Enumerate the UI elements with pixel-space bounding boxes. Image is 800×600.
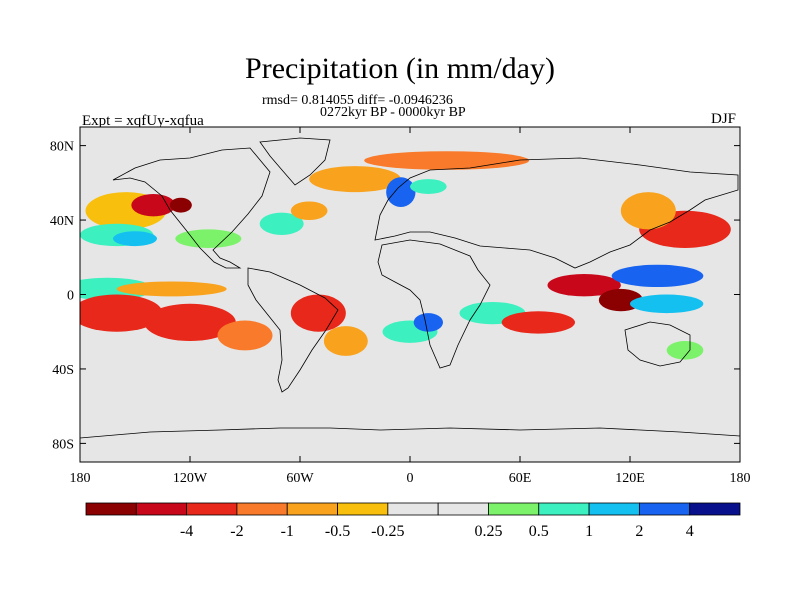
latitude-axis: 80N 40N 0 40S 80S (50, 140, 740, 452)
colorbar-swatch (337, 502, 389, 516)
colorbar-swatch (387, 502, 439, 516)
anomaly-patch (547, 274, 621, 297)
colorbar-label: 2 (635, 523, 643, 540)
anomaly-patch (131, 194, 176, 217)
anomaly-patch (620, 192, 676, 230)
colorbar-swatch (538, 502, 590, 516)
lat-tick-label: 40N (50, 214, 74, 229)
season-label: DJF (711, 111, 737, 127)
colorbar-swatch (588, 502, 640, 516)
colorbar-swatch (135, 502, 188, 516)
lon-tick-label: 0 (407, 471, 414, 486)
experiment-label: Expt = xqfUy-xqfua (82, 113, 204, 129)
stats-line: rmsd= 0.814055 diff= -0.0946236 (262, 93, 453, 108)
lon-tick-label: 180 (70, 471, 91, 486)
lat-tick-label: 0 (67, 289, 74, 304)
anomaly-patch (80, 294, 163, 332)
lon-tick-label: 120W (173, 471, 208, 486)
anomaly-field (80, 151, 731, 360)
lon-tick-label: 60W (286, 471, 314, 486)
colorbar-label: 0.5 (529, 523, 549, 540)
period-line: 0272kyr BP - 0000kyr BP (320, 105, 466, 120)
colorbar-swatch (286, 502, 338, 516)
anomaly-patch (80, 277, 154, 301)
anomaly-patch (386, 177, 416, 208)
lat-tick-label: 40S (52, 363, 74, 378)
colorbar-label: 1 (585, 523, 593, 540)
colorbar-label: -0.5 (325, 523, 350, 540)
anomaly-patch (611, 264, 704, 288)
anomaly-patch (290, 294, 346, 332)
colorbar-label: -0.25 (371, 523, 404, 540)
anomaly-patch (309, 166, 401, 193)
anomaly-patch (290, 201, 328, 221)
colorbar-label: -4 (180, 523, 193, 540)
lon-tick-label: 120E (615, 471, 645, 486)
colorbar-swatch (638, 502, 691, 516)
coastlines (80, 137, 740, 439)
anomaly-patch (169, 197, 192, 213)
colorbar-swatch (85, 502, 137, 516)
anomaly-patch (116, 281, 227, 297)
anomaly-patch (413, 313, 444, 332)
page-title: Precipitation (in mm/day) (245, 52, 555, 85)
anomaly-patch (630, 294, 704, 314)
colorbar-label: -2 (230, 523, 243, 540)
colorbar-swatch (236, 502, 288, 516)
lat-tick-label: 80N (50, 140, 74, 155)
anomaly-patch (259, 212, 304, 235)
anomaly-patch (410, 179, 447, 194)
anomaly-patch (217, 320, 273, 351)
colorbar-swatch (689, 502, 741, 516)
colorbar-swatch (186, 502, 238, 516)
anomaly-patch (144, 303, 236, 342)
lon-tick-label: 60E (509, 471, 532, 486)
colorbar-swatch (437, 502, 489, 516)
anomaly-patch (666, 341, 704, 360)
longitude-axis: 180 120W 60W 0 60E 120E 180 (70, 127, 751, 486)
colorbar-label: -1 (281, 523, 294, 540)
lon-tick-label: 180 (730, 471, 751, 486)
anomaly-patch (364, 151, 530, 170)
anomaly-patch (323, 326, 368, 356)
anomaly-patch (175, 229, 242, 248)
anomaly-patch (113, 231, 157, 247)
colorbar-label: 0.25 (474, 523, 502, 540)
anomaly-patch (501, 311, 575, 334)
colorbar-label: 4 (686, 523, 694, 540)
colorbar: -4 -2 -1 -0.5 -0.25 0.25 0.5 1 2 4 (85, 502, 741, 540)
lat-tick-label: 80S (52, 437, 74, 452)
colorbar-swatch (488, 502, 540, 516)
